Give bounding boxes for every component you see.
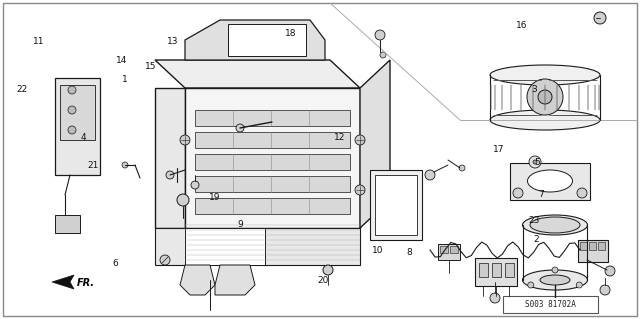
Bar [440, 246, 448, 253]
Circle shape [533, 160, 537, 164]
Circle shape [122, 162, 128, 168]
Circle shape [513, 188, 523, 198]
Circle shape [538, 90, 552, 104]
Text: 9: 9 [237, 220, 243, 229]
Text: 4: 4 [81, 133, 86, 142]
Text: 17: 17 [493, 145, 505, 154]
Circle shape [355, 185, 365, 195]
Polygon shape [185, 20, 325, 60]
Text: 21: 21 [87, 161, 99, 170]
Text: 5: 5 [535, 158, 540, 167]
Polygon shape [360, 60, 390, 228]
Text: 12: 12 [333, 133, 345, 142]
Text: 20: 20 [317, 276, 329, 285]
Bar [503, 296, 598, 313]
Polygon shape [155, 228, 360, 265]
Ellipse shape [522, 270, 588, 290]
Ellipse shape [540, 275, 570, 285]
Circle shape [160, 255, 170, 265]
Bar [228, 24, 306, 56]
Bar [195, 132, 350, 148]
Bar [55, 215, 80, 233]
Bar [375, 175, 417, 235]
Ellipse shape [490, 65, 600, 85]
Text: 16: 16 [516, 21, 527, 30]
Ellipse shape [522, 215, 588, 235]
Circle shape [323, 265, 333, 275]
Bar [479, 263, 488, 277]
Circle shape [68, 126, 76, 134]
Text: 22: 22 [17, 85, 28, 94]
Circle shape [191, 181, 199, 189]
Circle shape [529, 156, 541, 168]
Ellipse shape [530, 217, 580, 233]
Bar [185, 228, 265, 265]
Bar [195, 154, 350, 170]
Circle shape [236, 124, 244, 132]
Bar [580, 242, 587, 250]
Circle shape [459, 165, 465, 171]
Bar [195, 198, 350, 214]
Text: 2: 2 [534, 235, 539, 244]
Circle shape [68, 86, 76, 94]
Circle shape [166, 171, 174, 179]
Bar [195, 110, 350, 126]
Bar [492, 263, 501, 277]
Text: 19: 19 [209, 193, 220, 202]
Bar [589, 242, 596, 250]
Polygon shape [215, 265, 255, 295]
Bar [438, 244, 460, 260]
Text: 7: 7 [538, 190, 543, 199]
Text: 14: 14 [116, 56, 127, 65]
Text: 3: 3 [532, 85, 537, 94]
Polygon shape [155, 60, 360, 88]
Circle shape [355, 135, 365, 145]
Polygon shape [55, 78, 100, 175]
Bar [370, 170, 422, 240]
Circle shape [527, 79, 563, 115]
Text: 1: 1 [122, 75, 127, 84]
Bar [195, 176, 350, 192]
Polygon shape [510, 163, 590, 200]
Text: 13: 13 [167, 37, 179, 46]
Bar [60, 85, 95, 140]
Text: 23: 23 [529, 216, 540, 225]
Polygon shape [185, 88, 360, 228]
Bar [475, 258, 517, 286]
Polygon shape [155, 88, 185, 228]
Circle shape [577, 188, 587, 198]
Ellipse shape [490, 110, 600, 130]
Text: 15: 15 [145, 63, 156, 71]
Bar [505, 263, 514, 277]
Circle shape [375, 30, 385, 40]
Text: 10: 10 [372, 246, 383, 255]
Bar [598, 242, 605, 250]
Text: 11: 11 [33, 37, 44, 46]
Circle shape [68, 106, 76, 114]
Circle shape [576, 282, 582, 288]
Circle shape [177, 194, 189, 206]
Bar [450, 246, 458, 253]
Circle shape [528, 282, 534, 288]
Polygon shape [52, 275, 74, 289]
Text: S003 81702A: S003 81702A [525, 300, 575, 309]
Text: 6: 6 [113, 259, 118, 268]
Polygon shape [180, 265, 215, 295]
Circle shape [552, 267, 558, 273]
Circle shape [425, 170, 435, 180]
Bar [578, 240, 608, 262]
Circle shape [600, 285, 610, 295]
Circle shape [594, 12, 606, 24]
Text: 8: 8 [407, 248, 412, 256]
Circle shape [490, 293, 500, 303]
Circle shape [605, 266, 615, 276]
Ellipse shape [527, 170, 573, 192]
Text: FR.: FR. [77, 278, 95, 288]
Circle shape [380, 52, 386, 58]
Text: 18: 18 [285, 29, 297, 38]
Circle shape [180, 135, 190, 145]
